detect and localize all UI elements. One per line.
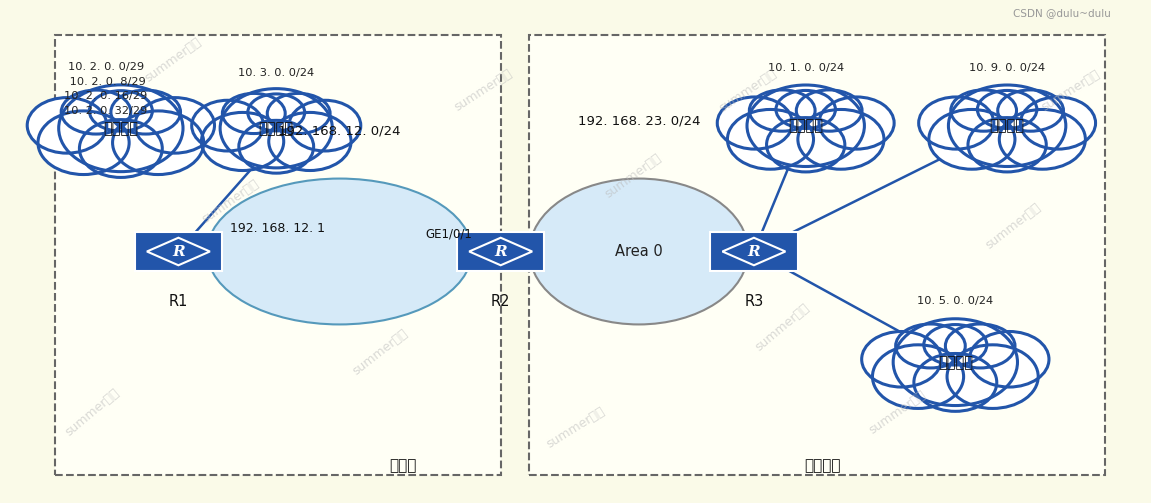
Text: R2: R2: [491, 294, 510, 309]
Text: 技术部门: 技术部门: [104, 121, 138, 136]
Text: summer课堂: summer课堂: [452, 67, 514, 114]
Ellipse shape: [59, 85, 183, 172]
Ellipse shape: [267, 94, 330, 134]
Ellipse shape: [862, 331, 942, 387]
Text: R: R: [173, 244, 184, 259]
Ellipse shape: [247, 94, 305, 131]
Ellipse shape: [529, 179, 748, 324]
Text: summer课堂: summer课堂: [544, 404, 607, 451]
Text: summer课堂: summer课堂: [199, 177, 261, 226]
FancyBboxPatch shape: [710, 232, 798, 271]
FancyBboxPatch shape: [457, 232, 544, 271]
Ellipse shape: [192, 100, 264, 151]
Ellipse shape: [79, 120, 162, 178]
Ellipse shape: [820, 97, 894, 149]
Text: R3: R3: [745, 294, 763, 309]
Ellipse shape: [1021, 97, 1096, 149]
Ellipse shape: [872, 345, 963, 408]
Ellipse shape: [767, 118, 845, 172]
Text: 10. 1. 0. 0/24: 10. 1. 0. 0/24: [768, 63, 844, 73]
Ellipse shape: [749, 90, 815, 131]
Ellipse shape: [977, 91, 1037, 128]
Ellipse shape: [207, 179, 472, 324]
Text: R: R: [495, 244, 506, 259]
Ellipse shape: [776, 91, 836, 128]
Bar: [529, 35, 1105, 475]
Text: 10. 2. 0. 0/29
 10. 2. 0. 8/29
10. 2. 0. 16/29
10. 2. 0. 32/29: 10. 2. 0. 0/29 10. 2. 0. 8/29 10. 2. 0. …: [64, 62, 147, 116]
Text: 10. 3. 0. 0/24: 10. 3. 0. 0/24: [238, 67, 314, 77]
Text: 办公网段: 办公网段: [788, 118, 823, 133]
Ellipse shape: [727, 110, 814, 169]
Text: 公司总部: 公司总部: [805, 458, 841, 473]
Text: summer课堂: summer课堂: [62, 386, 122, 439]
Ellipse shape: [969, 331, 1049, 387]
Text: summer课堂: summer课堂: [350, 326, 410, 378]
Ellipse shape: [238, 120, 313, 173]
Ellipse shape: [201, 113, 283, 171]
Text: summer课堂: summer课堂: [867, 388, 929, 437]
Ellipse shape: [998, 90, 1064, 131]
Ellipse shape: [999, 110, 1085, 169]
Text: 10. 5. 0. 0/24: 10. 5. 0. 0/24: [917, 296, 993, 306]
Text: GE1/0/1: GE1/0/1: [425, 227, 472, 240]
Text: 192. 168. 23. 0/24: 192. 168. 23. 0/24: [578, 114, 700, 127]
Ellipse shape: [61, 90, 131, 134]
Text: 分公司: 分公司: [389, 458, 417, 473]
Ellipse shape: [893, 319, 1017, 405]
Text: 生产网段: 生产网段: [938, 355, 973, 370]
Ellipse shape: [798, 110, 884, 169]
Ellipse shape: [796, 90, 862, 131]
Ellipse shape: [945, 324, 1015, 368]
Text: 财务专网: 财务专网: [990, 118, 1024, 133]
Ellipse shape: [110, 90, 181, 134]
Ellipse shape: [717, 97, 792, 149]
Ellipse shape: [28, 98, 107, 153]
Text: summer课堂: summer课堂: [983, 201, 1043, 252]
Ellipse shape: [929, 110, 1015, 169]
Bar: [55, 35, 501, 475]
Ellipse shape: [289, 100, 360, 151]
Ellipse shape: [90, 91, 152, 131]
Text: 外包部门: 外包部门: [259, 121, 294, 136]
FancyBboxPatch shape: [135, 232, 222, 271]
Ellipse shape: [220, 89, 333, 168]
Ellipse shape: [924, 324, 986, 365]
Text: summer课堂: summer课堂: [602, 151, 664, 201]
Ellipse shape: [914, 354, 997, 411]
Ellipse shape: [947, 345, 1038, 408]
Ellipse shape: [38, 111, 129, 175]
Ellipse shape: [968, 118, 1046, 172]
Text: 192. 168. 12. 0/24: 192. 168. 12. 0/24: [279, 124, 401, 137]
Ellipse shape: [268, 113, 351, 171]
Text: summer课堂: summer课堂: [753, 301, 813, 353]
Text: R1: R1: [169, 294, 188, 309]
Text: 192. 168. 12. 1: 192. 168. 12. 1: [230, 222, 326, 235]
Ellipse shape: [222, 94, 285, 134]
Ellipse shape: [951, 90, 1016, 131]
Text: R: R: [748, 244, 760, 259]
Text: summer课堂: summer课堂: [142, 36, 204, 85]
Ellipse shape: [747, 85, 864, 166]
Ellipse shape: [948, 85, 1066, 166]
Ellipse shape: [113, 111, 204, 175]
Text: CSDN @dulu~dulu: CSDN @dulu~dulu: [1013, 8, 1111, 18]
Ellipse shape: [918, 97, 993, 149]
Text: 10. 9. 0. 0/24: 10. 9. 0. 0/24: [969, 63, 1045, 73]
Ellipse shape: [895, 324, 966, 368]
Ellipse shape: [135, 98, 214, 153]
Text: Area 0: Area 0: [615, 244, 663, 259]
Text: summer课堂: summer课堂: [717, 66, 779, 115]
Text: summer课堂: summer课堂: [1039, 67, 1102, 114]
